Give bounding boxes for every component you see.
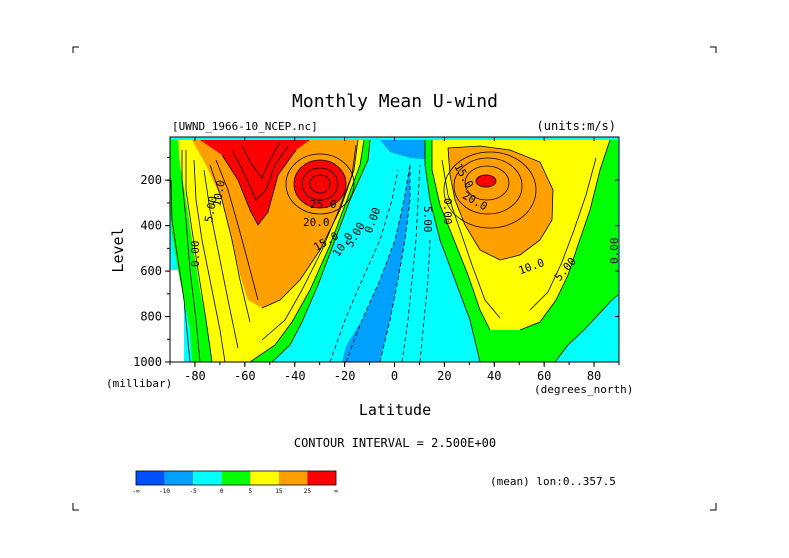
- chart-title: Monthly Mean U-wind: [292, 91, 498, 112]
- x-tick-label: 40: [487, 369, 501, 383]
- colorbar-tick-label: 5: [248, 488, 252, 495]
- x-tick-label: 0: [391, 369, 398, 383]
- contour-line: [231, 145, 289, 201]
- contour-line: [554, 294, 619, 362]
- contour-line: [464, 165, 510, 201]
- contour-line: [475, 174, 497, 188]
- contour-line: [185, 150, 213, 362]
- x-tick-label: 80: [587, 369, 601, 383]
- contour-line: [285, 153, 355, 215]
- contour-label: 0.00: [189, 241, 202, 268]
- colorbar-swatch: [250, 471, 279, 485]
- contour-line: [241, 141, 281, 179]
- x-tick-label: 20: [437, 369, 451, 383]
- colorbar-frame: [135, 470, 337, 486]
- contour-line: [261, 139, 359, 309]
- contour-line: [519, 139, 611, 331]
- y-tick-label: 400: [140, 219, 162, 233]
- x-tick-label: -20: [334, 369, 356, 383]
- contour-line: [293, 159, 347, 209]
- colorbar-tick-label: 25: [304, 488, 312, 495]
- colorbar-swatch: [307, 471, 336, 485]
- colorbar-tick-label: 15: [275, 488, 283, 495]
- y-tick-label: 600: [140, 264, 162, 278]
- colorbar-tick-label: -∞: [132, 488, 140, 495]
- contour-label: 0.00: [441, 198, 454, 225]
- contour-line: [424, 140, 481, 362]
- contour-line: [419, 239, 431, 362]
- contour-line: [215, 159, 259, 301]
- contour-line: [209, 164, 251, 323]
- x-axis-title: Latitude: [359, 401, 431, 419]
- contour-line: [441, 159, 501, 319]
- y-tick-label: 200: [140, 173, 162, 187]
- contour-line: [401, 164, 421, 362]
- contour-line: [221, 149, 297, 226]
- x-tick-label: -60: [234, 369, 256, 383]
- band-nh-15-25: [448, 146, 553, 260]
- colorbar-swatch: [136, 471, 165, 485]
- colorbar-tick-label: ∞: [334, 488, 338, 495]
- contour-line: [345, 164, 411, 362]
- y-tick-label: 800: [140, 310, 162, 324]
- contour-lines: [170, 139, 619, 362]
- band-fill-low-level-gap: [170, 270, 184, 362]
- contour-line: [431, 140, 491, 331]
- contour-line: [447, 145, 554, 261]
- colorbar-tick-label: -10: [159, 488, 170, 495]
- colorbar-tick-label: 0: [220, 488, 224, 495]
- colorbar-swatch: [278, 471, 308, 485]
- contour-label: 5.00: [421, 206, 434, 233]
- colorbar-swatch: [221, 471, 251, 485]
- contour-label: 20.0: [303, 216, 330, 229]
- colorbar-tick-label: -5: [190, 488, 198, 495]
- units-label: (units:m/s): [537, 119, 616, 133]
- y-unit-label: (millibar): [106, 377, 172, 390]
- contour-line: [193, 159, 226, 362]
- band-nh-core-jet: [476, 175, 496, 187]
- colorbar-swatch: [193, 471, 222, 485]
- band-sh-core-jet: [200, 140, 310, 225]
- contour-line: [170, 179, 191, 362]
- plot-area: [170, 137, 619, 362]
- contour-line: [301, 167, 339, 201]
- contour-label: 10.0: [210, 179, 227, 207]
- source-label: [UWND_1966-10_NCEP.nc]: [172, 120, 318, 133]
- band-equatorial-easterly: [342, 165, 410, 362]
- colorbar-swatch: [164, 471, 194, 485]
- contour-label: 5.00: [202, 195, 219, 223]
- contour-line: [529, 157, 597, 311]
- contour-line: [309, 174, 331, 194]
- y-tick-label: 1000: [133, 355, 162, 369]
- y-axis-title: Level: [109, 227, 127, 272]
- band-sh-secondary-jet: [294, 160, 346, 208]
- contour-line: [249, 139, 365, 362]
- axes: -80 -60 -40 -20 0 20 40 60 80 200 400 600 800 1000: [133, 137, 620, 383]
- contour-line: [379, 165, 411, 362]
- x-tick-label: 60: [537, 369, 551, 383]
- colorbar: -∞ -10 -5 0 5 15 25 ∞: [132, 470, 338, 495]
- x-tick-label: -40: [284, 369, 306, 383]
- contour-line: [181, 150, 201, 362]
- contour-line: [203, 169, 239, 349]
- region-label: (mean) lon:0..357.5: [490, 475, 616, 488]
- contour-line: [453, 157, 523, 215]
- contour-interval-label: CONTOUR INTERVAL = 2.500E+00: [294, 436, 496, 450]
- corner-marks: [72, 46, 717, 511]
- x-unit-label: (degrees_north): [534, 383, 633, 396]
- contour-line: [329, 169, 399, 362]
- contour-line: [271, 139, 371, 362]
- x-tick-label: -80: [184, 369, 206, 383]
- contour-line: [443, 151, 537, 229]
- contour-label: 25.0: [310, 198, 337, 211]
- contour-label: 0.00: [608, 238, 621, 265]
